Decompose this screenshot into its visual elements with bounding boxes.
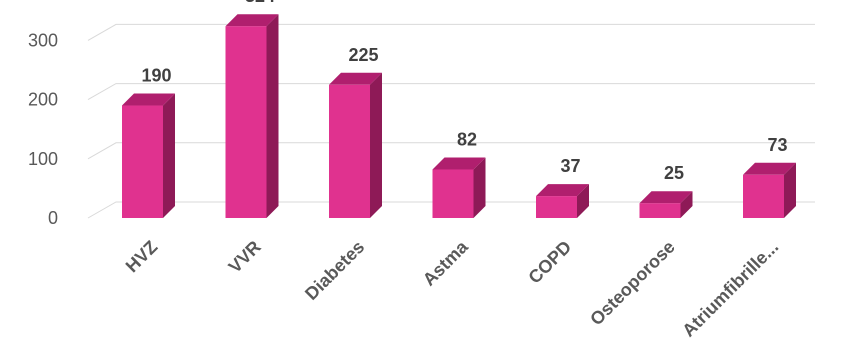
value-label: 82 [457,129,477,149]
category-label: Atriumfibrille... [678,237,782,341]
bar [536,184,589,218]
bar-front [536,196,577,218]
bar-top [743,162,796,175]
y-axis-ticks: 0 100 200 300 [28,30,58,228]
bar-top [432,157,486,170]
category-label: HVZ [122,237,162,277]
value-label: 73 [767,135,787,155]
bar [329,72,382,218]
bar [432,157,486,218]
gridline [87,83,815,101]
bar [225,14,279,218]
gridline [87,142,815,160]
category-label: Osteoporose [586,237,679,330]
bar-side [266,14,279,218]
y-tick-label: 300 [28,30,58,50]
bar [639,191,693,218]
bar-top [639,191,693,204]
bar-side [680,191,693,218]
bar-side [784,162,796,218]
category-label: Astma [419,236,473,290]
category-label: Diabetes [301,237,368,304]
value-label: 25 [664,163,684,183]
bar [743,162,796,218]
bar-side [370,72,382,218]
bar-side [473,157,486,218]
bar-side [163,93,175,218]
value-label: 190 [141,66,171,86]
category-label: VVR [225,237,265,277]
value-label: 324 [245,0,275,6]
bar-front [743,174,784,218]
y-tick-label: 100 [28,149,58,169]
y-tick-label: 0 [48,208,58,228]
bar-top [122,93,175,106]
bar [122,93,175,218]
gridline [87,23,815,41]
bar-front [329,84,370,218]
y-tick-label: 200 [28,90,58,110]
bar-top [536,184,589,197]
bar-top [225,14,279,27]
value-label: 225 [348,45,378,65]
bar-side [577,184,589,218]
category-labels: HVZ VVR Diabetes Astma COPD Osteoporose Atrium… [122,236,783,341]
bar-front [225,26,267,218]
bar-front [639,203,681,218]
value-labels: 190 324 225 82 37 25 73 [141,0,787,183]
bar-top [329,72,382,85]
value-label: 37 [560,156,580,176]
bar-front [432,169,474,218]
bar-front [122,105,163,218]
bars [122,14,796,218]
category-label: COPD [524,237,575,288]
